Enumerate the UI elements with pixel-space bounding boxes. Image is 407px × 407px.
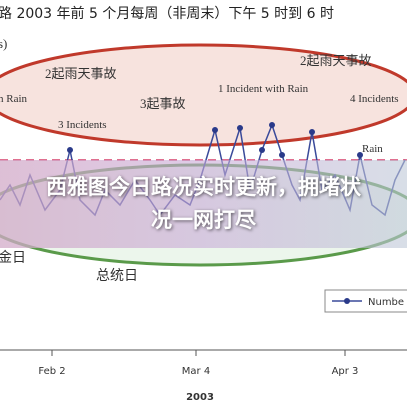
annotation: 1 Incident with Rain	[218, 83, 309, 95]
legend-marker	[344, 298, 350, 304]
annotation: 金日	[0, 250, 26, 266]
annotation: 总统日	[96, 268, 138, 284]
legend-box	[324, 289, 407, 313]
annotation: 4 Incidents	[350, 93, 399, 105]
highlight-ellipse	[0, 43, 407, 147]
header-title: 路 2003 年前 5 个月每周（非周末）下午 5 时到 6 时	[0, 5, 334, 22]
annotation: 2起雨天事故	[300, 53, 372, 68]
annotation: 2起雨天事故	[45, 66, 117, 81]
x-tick-label: Apr 3	[332, 366, 359, 377]
annotation: 3起事故	[140, 96, 186, 111]
banner-text: 西雅图今日路况实时更新，拥堵状况一网打尽	[46, 175, 361, 232]
legend-label: Numbe	[368, 297, 404, 308]
x-tick-label: Feb 2	[38, 366, 65, 377]
markers	[67, 122, 363, 158]
annotation: 3 Incidents	[58, 119, 107, 131]
x-axis-year: 2003	[186, 392, 214, 403]
x-tick-label: Mar 4	[182, 366, 210, 377]
annotation: h Rain	[0, 93, 28, 105]
banner: 西雅图今日路况实时更新，拥堵状况一网打尽	[0, 160, 407, 248]
header-subtitle: s)	[0, 36, 7, 51]
annotation: Rain	[362, 143, 383, 155]
